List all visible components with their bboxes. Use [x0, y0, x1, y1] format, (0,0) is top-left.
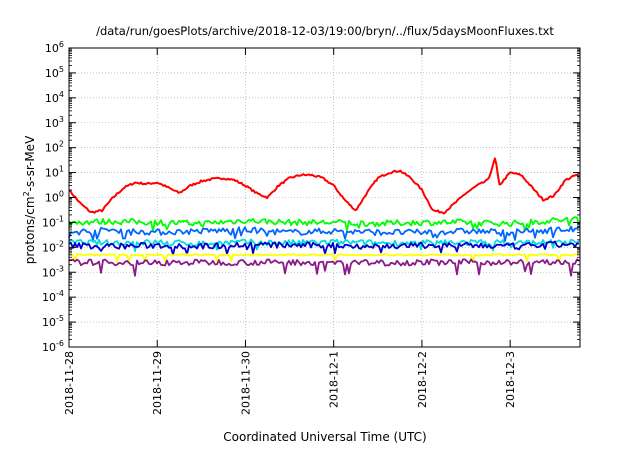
y-tick-base: 10: [42, 266, 56, 279]
y-tick-exponent: 6: [59, 40, 64, 49]
y-tick-label: 105: [45, 65, 64, 80]
series-line: [68, 216, 580, 233]
y-axis-title-pre: protons/cm: [23, 196, 37, 264]
y-axis-title-post: -s-sr-MeV: [23, 135, 37, 191]
y-tick-exponent: -4: [56, 289, 64, 298]
y-tick-label: 10-4: [42, 289, 64, 304]
y-axis-title-sup: 2: [22, 191, 31, 196]
x-tick-label: 2018-11-30: [239, 351, 252, 415]
y-tick-label: 10-6: [42, 339, 64, 354]
y-tick-label: 103: [45, 115, 64, 130]
y-tick-label: 104: [45, 90, 64, 105]
x-tick-label: 2018-11-28: [63, 351, 76, 415]
y-tick-label: 10-2: [42, 239, 64, 254]
x-tick-label: 2018-12-3: [504, 351, 517, 408]
y-tick-label: 10-1: [42, 214, 64, 229]
y-tick-label: 10-5: [42, 314, 64, 329]
y-tick-label: 100: [45, 190, 64, 205]
y-tick-label: 101: [45, 165, 64, 180]
y-tick-exponent: 0: [59, 190, 64, 199]
y-tick-base: 10: [42, 316, 56, 329]
y-axis-ticks: 10-610-510-410-310-210-11001011021031041…: [42, 40, 580, 354]
y-tick-label: 106: [45, 40, 64, 55]
series-line: [68, 157, 580, 215]
y-tick-base: 10: [45, 167, 59, 180]
y-tick-exponent: 3: [59, 115, 64, 124]
y-tick-base: 10: [45, 92, 59, 105]
series-line: [68, 225, 580, 242]
y-tick-base: 10: [45, 67, 59, 80]
series-line: [68, 258, 580, 277]
y-tick-label: 102: [45, 140, 64, 155]
y-tick-base: 10: [45, 117, 59, 130]
y-tick-exponent: 1: [59, 165, 64, 174]
x-tick-label: 2018-12-2: [416, 351, 429, 408]
y-tick-exponent: -5: [56, 314, 64, 323]
y-tick-label: 10-3: [42, 264, 64, 279]
x-axis-ticks: 2018-11-28 2018-11-29 2018-11-30 2018-12-1 2…: [63, 48, 517, 415]
y-tick-exponent: 4: [59, 90, 64, 99]
y-tick-exponent: -3: [56, 264, 64, 273]
x-tick-label: 2018-11-29: [151, 351, 164, 415]
y-tick-exponent: 2: [59, 140, 64, 149]
y-tick-base: 10: [45, 192, 59, 205]
y-axis-title: protons/cm2-s-sr-MeV: [22, 135, 37, 264]
y-tick-base: 10: [42, 241, 56, 254]
y-tick-base: 10: [42, 216, 56, 229]
y-tick-exponent: -1: [56, 214, 64, 223]
y-tick-exponent: -2: [56, 239, 64, 248]
y-tick-exponent: 5: [59, 65, 64, 74]
y-tick-exponent: -6: [56, 339, 64, 348]
x-tick-label: 2018-12-1: [328, 351, 341, 408]
series-line: [68, 253, 579, 263]
series-lines: [68, 157, 580, 277]
y-tick-base: 10: [45, 42, 59, 55]
y-tick-base: 10: [42, 291, 56, 304]
series-line: [68, 240, 580, 256]
x-axis-title: Coordinated Universal Time (UTC): [223, 430, 426, 444]
y-tick-base: 10: [42, 341, 56, 354]
y-tick-base: 10: [45, 142, 59, 155]
chart-title: /data/run/goesPlots/archive/2018-12-03/1…: [96, 24, 554, 38]
